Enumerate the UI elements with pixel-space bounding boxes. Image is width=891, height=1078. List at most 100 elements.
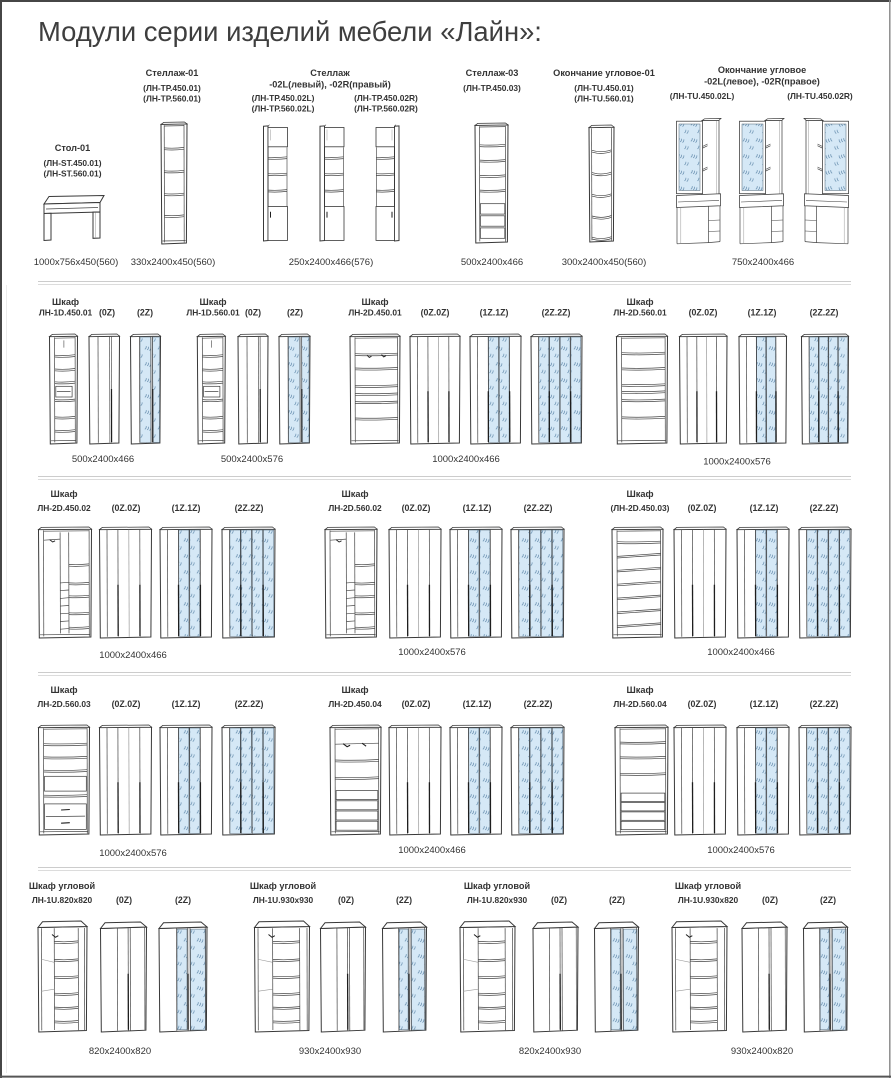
svg-text:(ЛН-TU.560.01): (ЛН-TU.560.01) [574, 94, 634, 104]
svg-text:Шкаф: Шкаф [342, 489, 369, 499]
svg-text:500x2400x466: 500x2400x466 [72, 454, 134, 465]
svg-text:(ЛН-ТР.450.02L): (ЛН-ТР.450.02L) [252, 93, 315, 103]
svg-text:1000x2400x576: 1000x2400x576 [99, 848, 167, 859]
svg-text:Шкаф: Шкаф [362, 297, 389, 307]
svg-text:ЛН-1U.820x930: ЛН-1U.820x930 [467, 895, 528, 905]
svg-text:1000x2400x576: 1000x2400x576 [707, 845, 775, 856]
svg-text:(2Z.2Z): (2Z.2Z) [235, 699, 264, 709]
svg-text:(ЛН-ТР.450.01): (ЛН-ТР.450.01) [143, 83, 201, 93]
svg-text:(0Z.0Z): (0Z.0Z) [421, 308, 450, 318]
svg-text:Шкаф угловой: Шкаф угловой [675, 881, 742, 891]
svg-text:(0Z.0Z): (0Z.0Z) [402, 503, 431, 513]
svg-text:(1Z.1Z): (1Z.1Z) [748, 308, 777, 318]
svg-text:(ЛН-ТР.560.02R): (ЛН-ТР.560.02R) [354, 104, 418, 114]
svg-text:(0Z.0Z): (0Z.0Z) [402, 699, 431, 709]
svg-text:Шкаф: Шкаф [627, 297, 654, 307]
svg-text:Модули серии изделий мебели «Л: Модули серии изделий мебели «Лайн»: [38, 16, 542, 47]
svg-text:930x2400x820: 930x2400x820 [731, 1046, 793, 1057]
svg-text:Стеллаж: Стеллаж [310, 68, 350, 78]
svg-text:ЛН-1D.560.01: ЛН-1D.560.01 [186, 308, 240, 318]
svg-text:(ЛН-TU.450.01): (ЛН-TU.450.01) [574, 83, 634, 93]
svg-text:1000x2400x466: 1000x2400x466 [99, 650, 167, 661]
svg-text:-02L(левый), -02R(правый): -02L(левый), -02R(правый) [269, 80, 391, 90]
svg-text:(ЛН-TU.450.02R): (ЛН-TU.450.02R) [787, 91, 853, 101]
svg-text:Шкаф: Шкаф [627, 489, 654, 499]
svg-text:(2Z.2Z): (2Z.2Z) [810, 308, 839, 318]
svg-text:1000x2400x466: 1000x2400x466 [432, 454, 500, 465]
svg-text:(0Z.0Z): (0Z.0Z) [112, 503, 141, 513]
svg-text:330x2400x450(560): 330x2400x450(560) [131, 257, 216, 268]
svg-text:(ЛН-ТР.450.03): (ЛН-ТР.450.03) [463, 83, 521, 93]
svg-text:1000x756x450(560): 1000x756x450(560) [34, 257, 119, 268]
svg-text:(0Z): (0Z) [338, 895, 354, 905]
svg-text:300x2400x450(560): 300x2400x450(560) [562, 257, 647, 268]
svg-text:Стеллаж-01: Стеллаж-01 [146, 68, 199, 78]
svg-text:Шкаф: Шкаф [51, 489, 78, 499]
svg-text:ЛН-1D.450.01: ЛН-1D.450.01 [39, 308, 93, 318]
svg-text:Стеллаж-03: Стеллаж-03 [466, 68, 519, 78]
svg-text:(2Z): (2Z) [820, 895, 836, 905]
svg-text:Шкаф: Шкаф [342, 685, 369, 695]
svg-text:1000x2400x576: 1000x2400x576 [398, 647, 466, 658]
svg-text:930x2400x930: 930x2400x930 [299, 1046, 361, 1057]
svg-text:(ЛН-2D.450.03): (ЛН-2D.450.03) [611, 503, 670, 513]
svg-text:(0Z): (0Z) [551, 895, 567, 905]
svg-text:Окончание угловое-01: Окончание угловое-01 [553, 68, 655, 78]
svg-text:Шкаф: Шкаф [51, 685, 78, 695]
svg-text:(0Z): (0Z) [762, 895, 778, 905]
svg-text:(2Z): (2Z) [287, 308, 303, 318]
svg-text:(0Z): (0Z) [99, 308, 115, 318]
svg-text:Шкаф угловой: Шкаф угловой [250, 881, 317, 891]
svg-text:820x2400x930: 820x2400x930 [519, 1046, 581, 1057]
svg-text:(2Z): (2Z) [137, 308, 153, 318]
svg-text:(ЛН-ST.560.01): (ЛН-ST.560.01) [43, 169, 101, 179]
svg-text:-02L(левое), -02R(правое): -02L(левое), -02R(правое) [704, 77, 820, 87]
svg-text:(1Z.1Z): (1Z.1Z) [172, 699, 201, 709]
svg-text:750x2400x466: 750x2400x466 [732, 257, 794, 268]
svg-text:(ЛН-TU.450.02L): (ЛН-TU.450.02L) [670, 91, 735, 101]
svg-text:ЛН-1U.930x930: ЛН-1U.930x930 [253, 895, 314, 905]
svg-text:(2Z): (2Z) [175, 895, 191, 905]
svg-text:ЛН-2D.560.01: ЛН-2D.560.01 [613, 308, 667, 318]
svg-text:(2Z.2Z): (2Z.2Z) [235, 503, 264, 513]
svg-text:ЛН-1U.930x820: ЛН-1U.930x820 [678, 895, 739, 905]
svg-text:ЛН-1U.820x820: ЛН-1U.820x820 [32, 895, 93, 905]
svg-text:ЛН-2D.450.04: ЛН-2D.450.04 [328, 699, 382, 709]
svg-text:(1Z.1Z): (1Z.1Z) [463, 503, 492, 513]
svg-text:(2Z.2Z): (2Z.2Z) [810, 699, 839, 709]
svg-text:(ЛН-ТР.450.02R): (ЛН-ТР.450.02R) [354, 93, 418, 103]
svg-text:(0Z.0Z): (0Z.0Z) [689, 308, 718, 318]
svg-text:(1Z.1Z): (1Z.1Z) [463, 699, 492, 709]
svg-text:ЛН-2D.560.02: ЛН-2D.560.02 [328, 503, 382, 513]
svg-text:(2Z): (2Z) [396, 895, 412, 905]
svg-text:ЛН-2D.560.04: ЛН-2D.560.04 [613, 699, 667, 709]
svg-text:ЛН-2D.450.02: ЛН-2D.450.02 [37, 503, 91, 513]
svg-text:(1Z.1Z): (1Z.1Z) [750, 699, 779, 709]
svg-text:Окончание угловое: Окончание угловое [718, 65, 806, 75]
svg-text:ЛН-2D.560.03: ЛН-2D.560.03 [37, 699, 91, 709]
svg-text:(2Z): (2Z) [609, 895, 625, 905]
svg-text:(ЛН-ТР.560.02L): (ЛН-ТР.560.02L) [252, 104, 315, 114]
svg-text:Шкаф: Шкаф [52, 297, 79, 307]
svg-text:(1Z.1Z): (1Z.1Z) [172, 503, 201, 513]
svg-text:ЛН-2D.450.01: ЛН-2D.450.01 [348, 308, 402, 318]
svg-text:1000x2400x466: 1000x2400x466 [398, 845, 466, 856]
svg-text:(0Z): (0Z) [116, 895, 132, 905]
svg-text:(0Z.0Z): (0Z.0Z) [112, 699, 141, 709]
svg-text:1000x2400x466: 1000x2400x466 [707, 647, 775, 658]
svg-text:(2Z.2Z): (2Z.2Z) [542, 308, 571, 318]
svg-text:(1Z.1Z): (1Z.1Z) [480, 308, 509, 318]
svg-text:(0Z.0Z): (0Z.0Z) [688, 503, 717, 513]
svg-text:820x2400x820: 820x2400x820 [89, 1046, 151, 1057]
svg-text:(2Z.2Z): (2Z.2Z) [524, 503, 553, 513]
svg-text:250x2400x466(576): 250x2400x466(576) [289, 257, 374, 268]
svg-text:(2Z.2Z): (2Z.2Z) [810, 503, 839, 513]
svg-text:500x2400x576: 500x2400x576 [221, 454, 283, 465]
svg-text:(0Z): (0Z) [245, 308, 261, 318]
svg-text:(ЛН-ST.450.01): (ЛН-ST.450.01) [43, 158, 101, 168]
svg-text:(2Z.2Z): (2Z.2Z) [524, 699, 553, 709]
svg-text:(ЛН-ТР.560.01): (ЛН-ТР.560.01) [143, 94, 201, 104]
svg-text:500x2400x466: 500x2400x466 [461, 257, 523, 268]
svg-text:Стол-01: Стол-01 [55, 143, 91, 153]
svg-text:(1Z.1Z): (1Z.1Z) [750, 503, 779, 513]
